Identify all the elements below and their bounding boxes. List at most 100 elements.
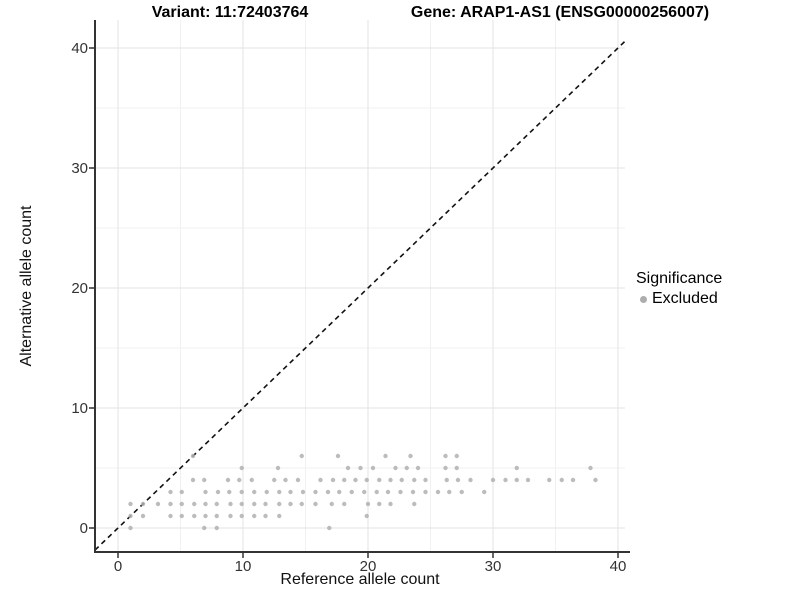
data-point [140, 501, 146, 507]
data-point [237, 477, 242, 483]
data-point [393, 465, 398, 471]
legend-entry-label: Excluded [652, 290, 718, 307]
data-point [239, 501, 244, 507]
y-tick-label: 30 [71, 160, 88, 177]
data-point [252, 501, 257, 507]
data-point [423, 477, 428, 483]
data-point [342, 501, 347, 507]
y-tick-label: 40 [71, 40, 88, 57]
data-point [277, 501, 282, 507]
data-point [179, 489, 184, 495]
data-point [365, 501, 371, 507]
data-point [264, 489, 269, 495]
data-point [249, 477, 254, 483]
data-point [398, 489, 403, 495]
data-point [214, 525, 219, 531]
data-point [353, 477, 358, 483]
y-axis-title: Alternative allele count [18, 205, 35, 367]
data-point [345, 465, 351, 471]
x-tick-label: 10 [235, 558, 252, 575]
data-point [313, 489, 318, 495]
data-point [459, 489, 464, 495]
data-point [559, 477, 564, 483]
data-point [202, 477, 207, 483]
data-point [299, 453, 304, 459]
data-point [514, 477, 519, 483]
data-point [155, 501, 161, 507]
data-point [547, 477, 552, 483]
data-point [423, 489, 428, 495]
x-tick-label: 0 [114, 558, 122, 575]
identity-reference-line [94, 40, 626, 551]
data-point [275, 465, 281, 471]
data-point [168, 513, 173, 519]
data-point [190, 453, 196, 459]
data-point [299, 501, 304, 507]
data-point [383, 453, 388, 459]
data-point [192, 501, 197, 507]
data-point [364, 513, 369, 519]
data-point [239, 465, 244, 471]
data-point [444, 477, 449, 483]
data-point [335, 453, 341, 459]
data-point [412, 477, 417, 483]
data-point [410, 489, 416, 495]
data-point [415, 465, 421, 471]
data-point [455, 477, 461, 483]
data-point [313, 501, 318, 507]
data-point [349, 489, 354, 495]
data-point [203, 513, 208, 519]
data-point [514, 465, 519, 471]
data-point [404, 465, 409, 471]
x-tick-label: 20 [360, 558, 377, 575]
data-point [300, 489, 306, 495]
y-tick-label: 20 [71, 280, 88, 297]
data-point [283, 477, 288, 483]
data-point [239, 513, 244, 519]
data-point [385, 489, 391, 495]
data-point [482, 489, 487, 495]
data-point [408, 453, 413, 459]
data-point [370, 465, 376, 471]
data-point [228, 513, 233, 519]
x-axis-title: Reference allele count [280, 571, 440, 588]
data-point [399, 477, 404, 483]
data-point [239, 489, 244, 495]
data-point [588, 465, 593, 471]
y-tick-label: 0 [80, 520, 88, 537]
legend-entry-excluded: Excluded [636, 290, 722, 308]
data-point [570, 477, 576, 483]
data-point [443, 465, 448, 471]
data-point [192, 513, 197, 519]
data-point [128, 513, 133, 519]
data-point [190, 477, 196, 483]
data-point [374, 489, 379, 495]
x-tick-label: 40 [610, 558, 627, 575]
data-point [295, 477, 301, 483]
data-point [168, 489, 173, 495]
data-point [327, 525, 332, 531]
data-point [215, 489, 221, 495]
data-point [454, 465, 459, 471]
data-point [503, 477, 508, 483]
data-point [412, 501, 417, 507]
data-point [358, 465, 363, 471]
data-point [325, 489, 331, 495]
data-point [447, 489, 452, 495]
data-point [435, 489, 441, 495]
data-point [140, 513, 146, 519]
x-tick-label: 30 [485, 558, 502, 575]
data-point [525, 477, 531, 483]
data-point [593, 477, 598, 483]
data-point [364, 477, 369, 483]
data-point [179, 501, 184, 507]
data-point [330, 477, 336, 483]
data-point [203, 489, 208, 495]
data-point [377, 477, 382, 483]
data-point [227, 489, 232, 495]
data-point [272, 477, 277, 483]
data-point [337, 489, 342, 495]
data-point [228, 501, 233, 507]
data-point [277, 513, 282, 519]
